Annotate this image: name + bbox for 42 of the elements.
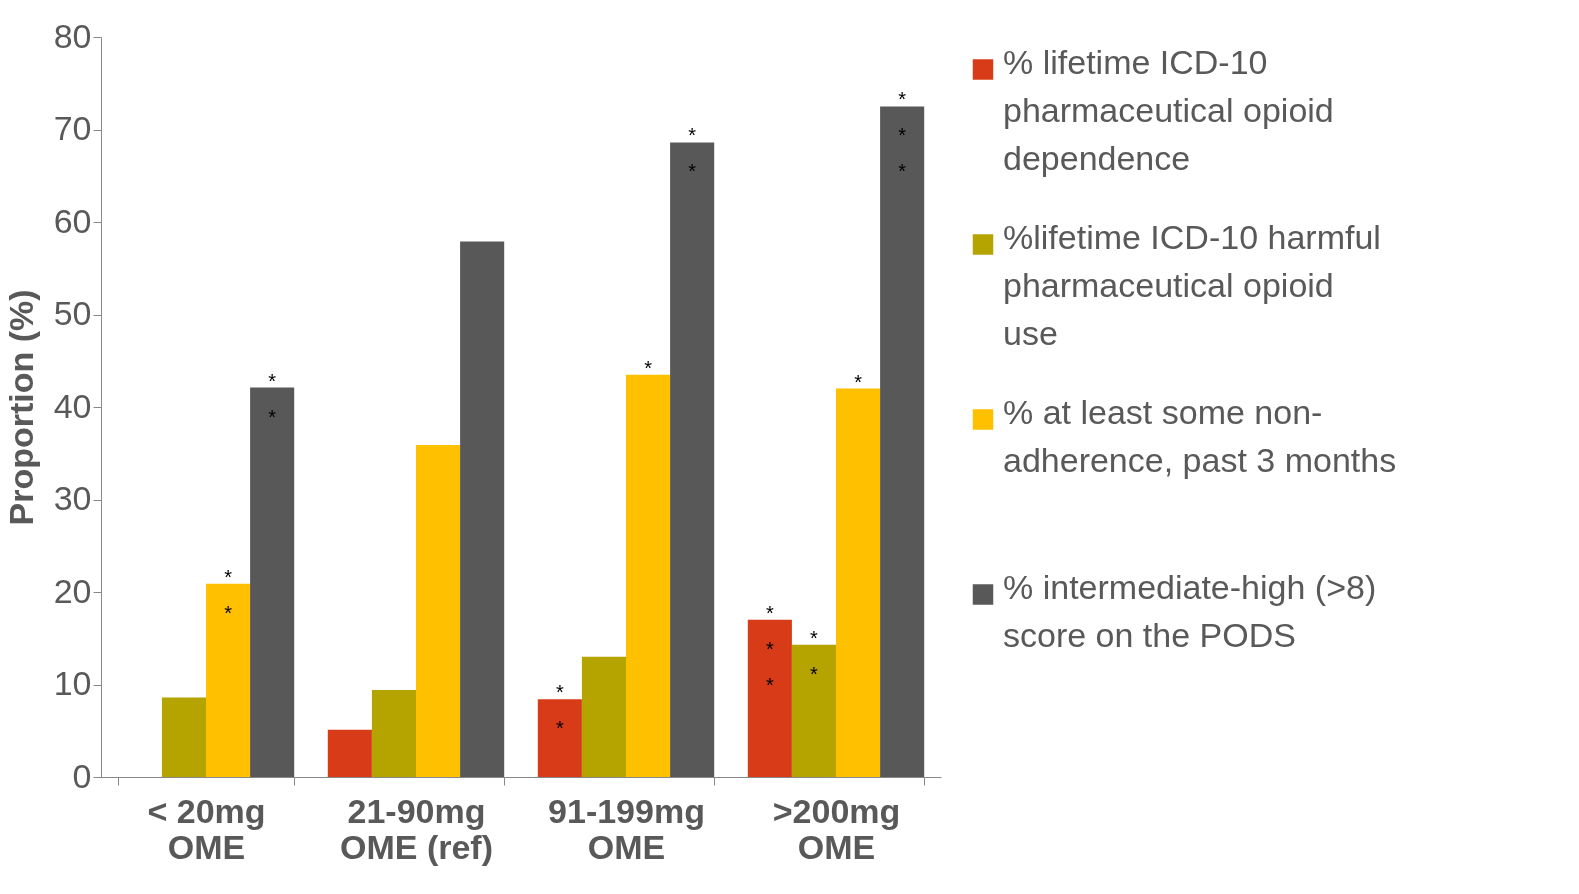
- bar: [161, 697, 206, 777]
- data-label: ***: [765, 601, 774, 696]
- bar: [747, 619, 792, 777]
- y-tick-label: 70: [53, 109, 92, 147]
- bar: [537, 699, 582, 777]
- legend-label: %lifetime ICD-10 harmful pharmaceutical opioid use: [1003, 217, 1381, 352]
- data-label: **: [810, 626, 819, 685]
- y-axis-title: Proportion (%): [1, 289, 40, 526]
- legend-label: % lifetime ICD-10 pharmaceutical opioid dependence: [1003, 42, 1334, 177]
- bar: [371, 690, 416, 777]
- bar: [836, 388, 881, 777]
- y-tick-label: 80: [53, 16, 92, 55]
- data-label: **: [555, 681, 564, 740]
- x-tick-label: 21-90mg OME (ref): [340, 791, 493, 866]
- y-tick-label: 40: [53, 386, 92, 425]
- y-tick-label: 20: [53, 571, 92, 610]
- data-label: ***: [898, 88, 907, 183]
- x-tick-label: >200mg OME: [772, 791, 901, 866]
- bar: [670, 142, 715, 777]
- data-label: * *: [688, 124, 697, 183]
- x-tick-label: 91-199mg OME: [548, 791, 705, 866]
- data-label: *: [644, 356, 653, 379]
- bar: [206, 583, 251, 777]
- bar: [626, 374, 671, 777]
- y-tick-label: 0: [72, 756, 92, 795]
- legend-label: % at least some non-adherence, past 3 months: [1003, 392, 1397, 479]
- bar: [581, 656, 626, 777]
- bar: [327, 729, 372, 777]
- bar: [250, 387, 295, 777]
- bar: [460, 241, 505, 777]
- y-tick-label: 60: [53, 201, 92, 240]
- data-label: **: [224, 565, 233, 624]
- y-tick-label: 10: [53, 664, 92, 702]
- bar: [416, 444, 461, 777]
- x-tick-label: < 20mg OME: [147, 791, 266, 866]
- legend-label: % intermediate-high (>8) score on the PODS: [1003, 567, 1377, 654]
- y-tick-label: 50: [53, 294, 92, 332]
- bar: [880, 106, 925, 777]
- y-tick-label: 30: [53, 479, 92, 517]
- data-label: *: [854, 370, 863, 393]
- data-label: **: [268, 369, 277, 428]
- bar: [791, 644, 836, 777]
